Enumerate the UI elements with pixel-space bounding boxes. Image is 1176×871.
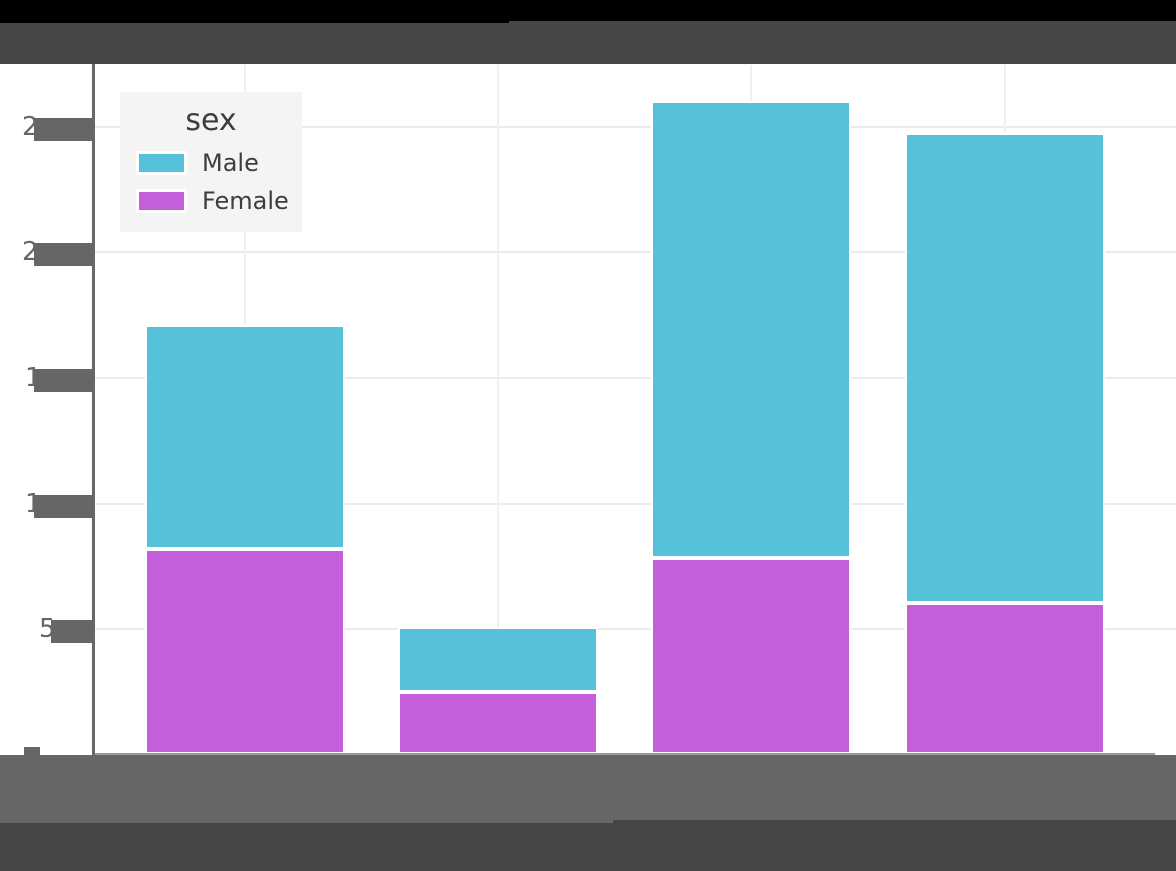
legend-item-male: Male: [136, 148, 259, 178]
male-color-swatch: [136, 151, 187, 175]
title-redaction-bar-right: [509, 21, 1176, 64]
legend-label-male: Male: [202, 149, 259, 177]
y-tick-redaction-box: [34, 243, 93, 267]
y-tick-redaction-box: [34, 494, 93, 518]
y-tick-redaction-box: [51, 620, 93, 644]
legend-label-female: Female: [202, 187, 289, 215]
legend-title: sex: [185, 103, 237, 138]
x-axis-spine: [94, 753, 1155, 755]
v-gridline: [497, 65, 499, 755]
x-title-redaction-bar-right: [613, 820, 1176, 871]
h-gridline: [94, 251, 1176, 254]
legend-item-female: Female: [136, 186, 289, 216]
h-gridline: [94, 376, 1176, 379]
y-tick-redaction-box: [34, 368, 93, 392]
h-gridline: [94, 628, 1176, 631]
h-gridline: [94, 502, 1176, 505]
bar-segment-female-1: [398, 692, 598, 754]
bar-segment-female-3: [905, 602, 1105, 754]
bar-segment-male-0: [145, 325, 345, 549]
y-tick-redaction-box: [34, 117, 93, 141]
h-gridline: [94, 125, 1176, 128]
y-axis-spine: [92, 64, 95, 755]
x-tick-labels-redaction-bar: [0, 755, 1176, 823]
title-redaction-bar-left: [0, 23, 509, 64]
female-color-swatch: [136, 189, 187, 213]
bar-segment-male-2: [651, 101, 851, 558]
bar-segment-female-0: [145, 548, 345, 754]
x-title-redaction-bar-left: [0, 823, 613, 871]
bar-segment-male-1: [398, 626, 598, 693]
bar-segment-female-2: [651, 557, 851, 754]
y-tick-zero-redaction-fragment: [24, 747, 40, 755]
legend: sex Male Female: [120, 92, 302, 232]
bar-segment-male-3: [905, 132, 1105, 603]
y-axis-tick-labels: 22115: [0, 0, 100, 871]
